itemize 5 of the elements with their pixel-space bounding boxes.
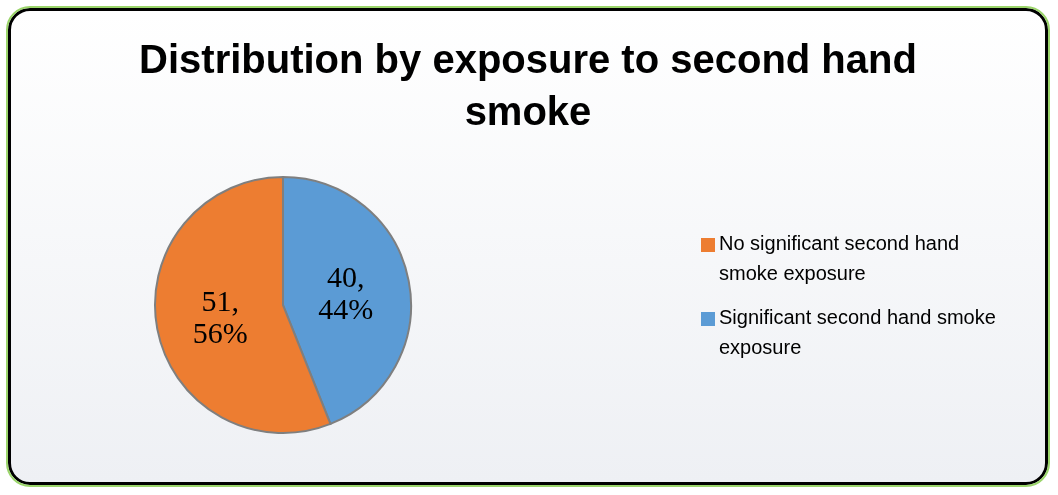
legend-label: Significant second hand smoke exposure [719,305,997,360]
data-label: 40, 44% [318,259,374,325]
legend-label: No significant second hand smoke exposure [719,231,961,286]
data-label: 51, 56% [192,284,248,350]
chart-title: Distribution by exposure to second hand smoke [138,36,918,135]
